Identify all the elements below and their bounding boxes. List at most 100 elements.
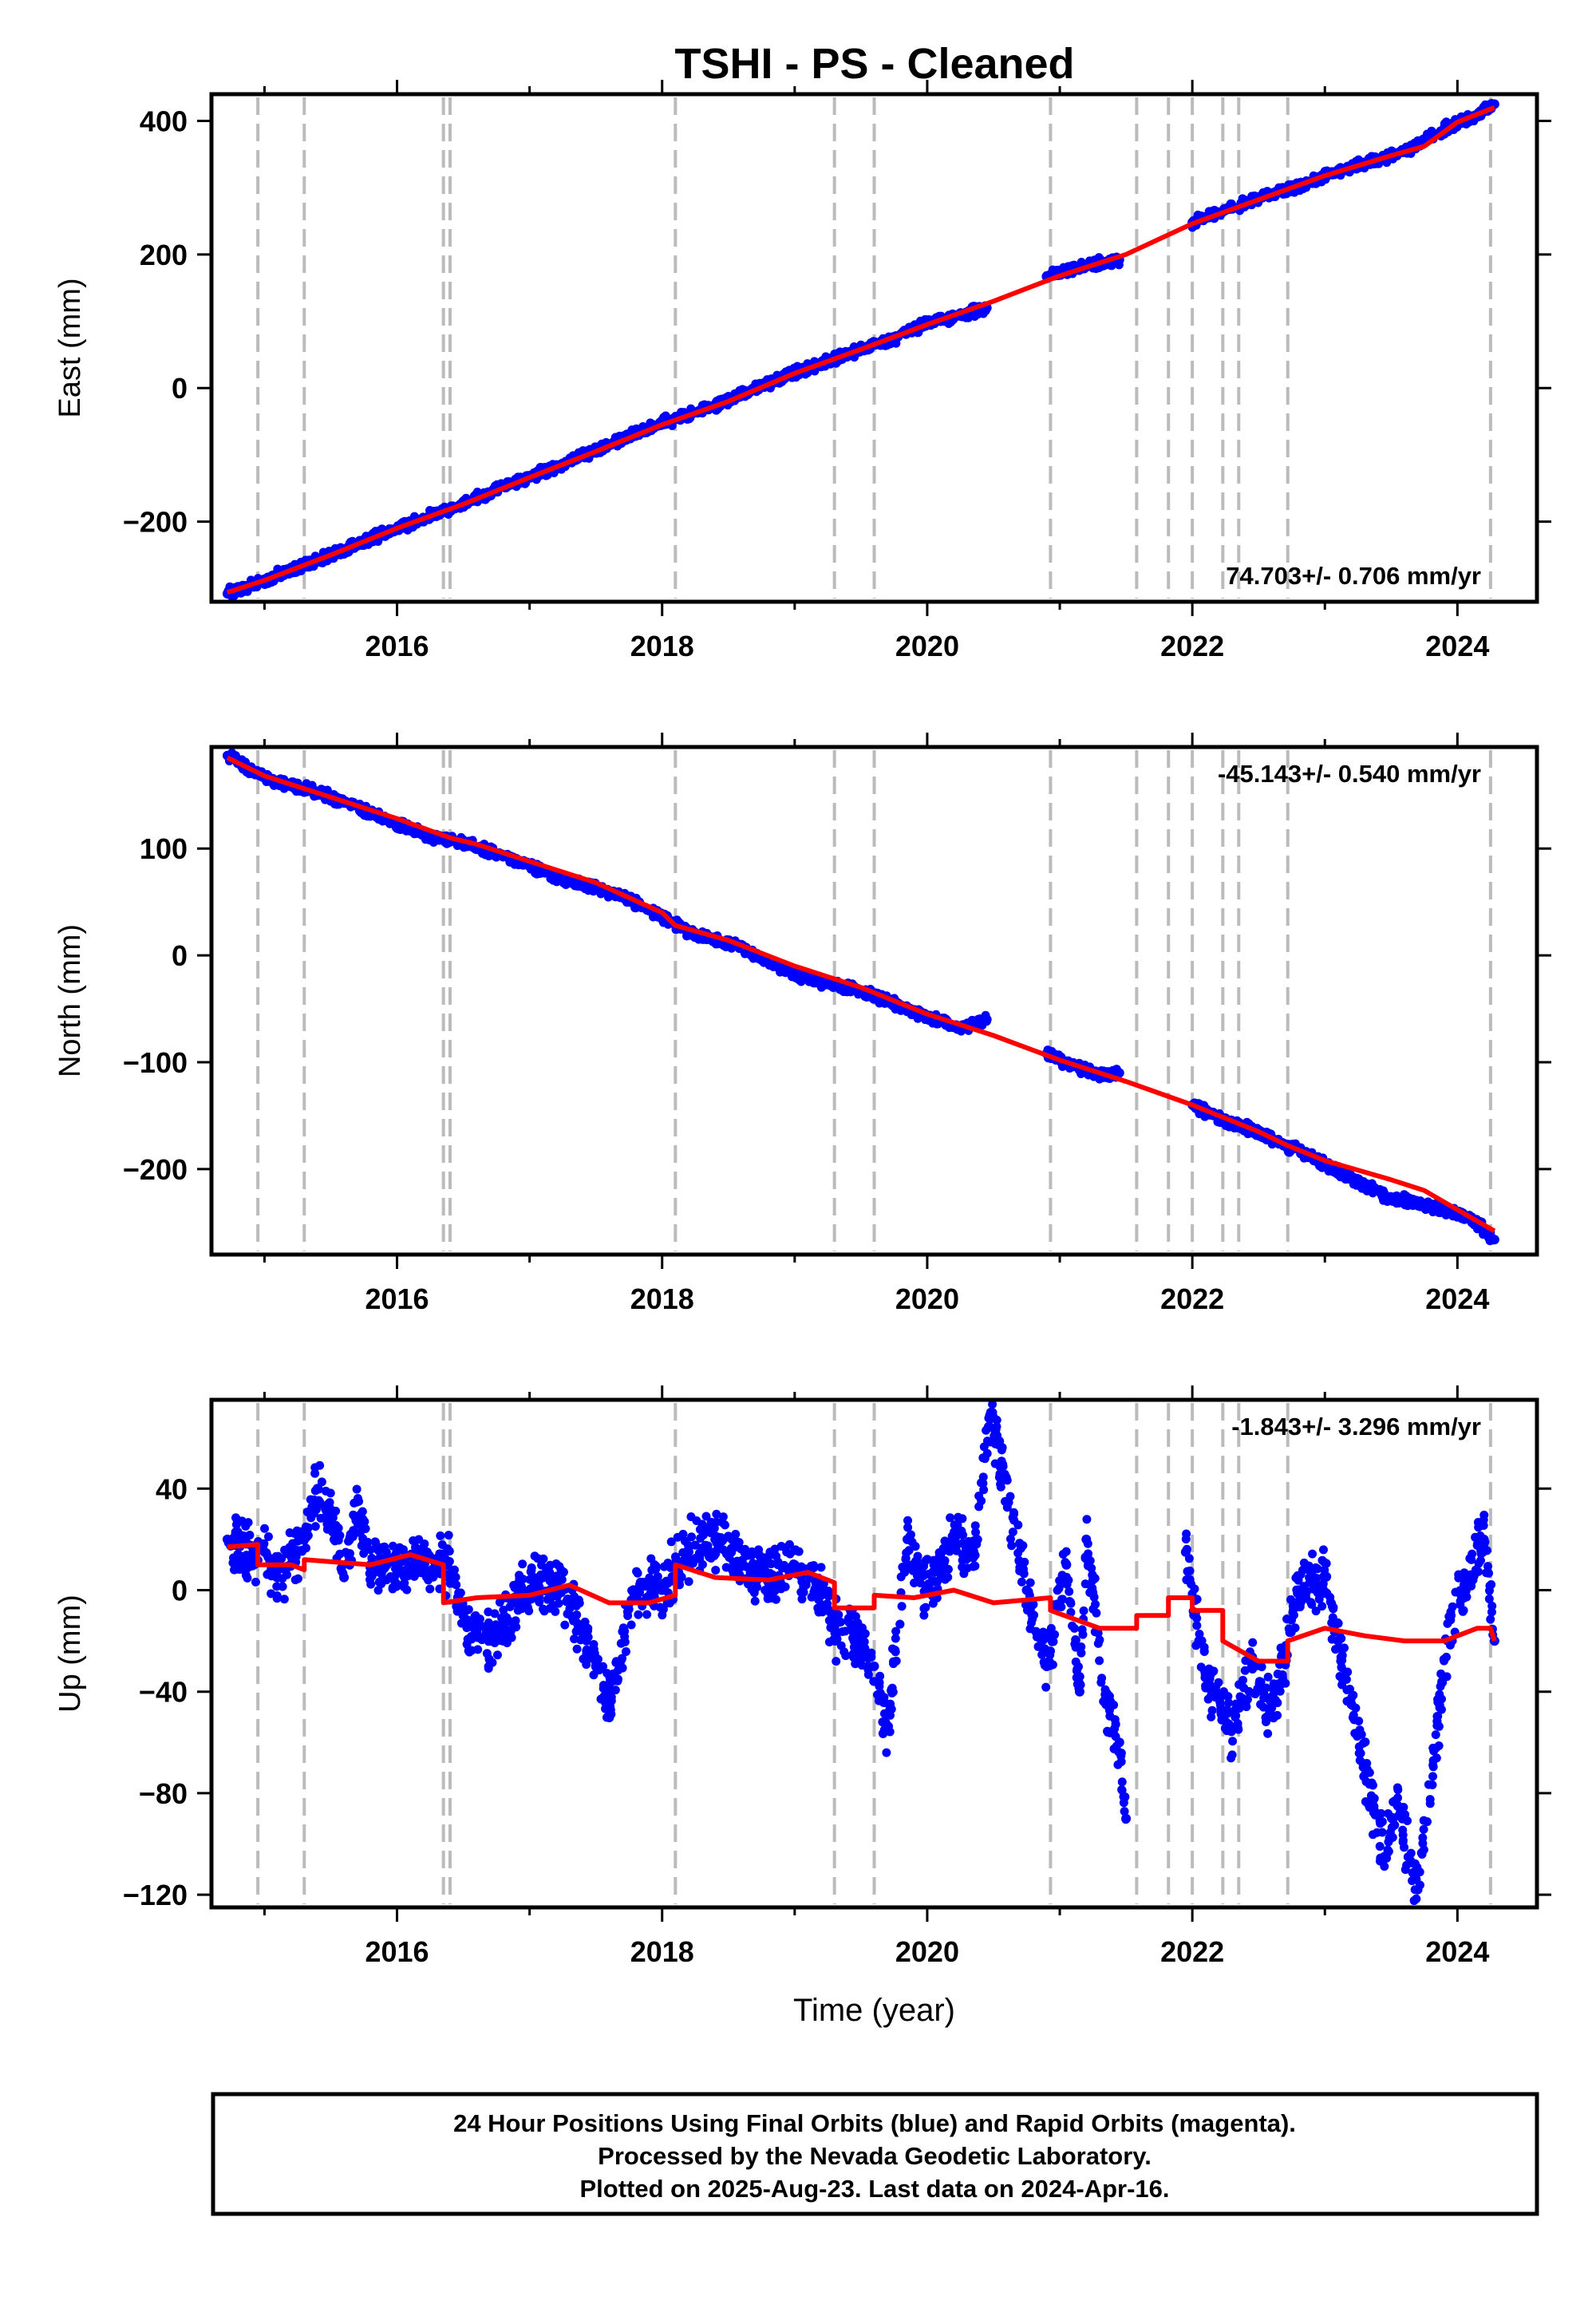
- x-tick-label: 2016: [365, 1282, 429, 1315]
- data-point: [626, 1620, 636, 1630]
- data-point: [402, 1585, 412, 1595]
- data-point: [267, 1589, 276, 1599]
- data-point: [776, 1584, 786, 1594]
- data-point: [539, 1607, 549, 1616]
- data-point: [512, 1622, 521, 1632]
- data-point: [285, 1528, 294, 1538]
- data-point: [502, 1613, 512, 1622]
- data-point: [236, 1559, 246, 1568]
- data-point: [378, 1566, 388, 1575]
- data-point: [634, 1610, 643, 1619]
- data-point: [789, 970, 800, 980]
- data-point: [731, 1529, 741, 1539]
- data-point: [472, 488, 482, 497]
- data-point: [452, 1602, 461, 1611]
- data-point: [808, 976, 817, 986]
- x-tick-label: 2020: [895, 630, 959, 662]
- data-point: [841, 1651, 851, 1661]
- data-point: [777, 965, 787, 974]
- data-point: [1114, 1068, 1124, 1078]
- data-point: [317, 1477, 326, 1487]
- y-tick-label: 400: [140, 105, 188, 137]
- data-point: [488, 1658, 497, 1667]
- data-point: [539, 1554, 548, 1563]
- velocity-label: 74.703+/- 0.706 mm/yr: [1226, 562, 1481, 590]
- data-point: [659, 1562, 669, 1571]
- data-point: [659, 1579, 669, 1588]
- x-tick-label: 2024: [1425, 1282, 1489, 1315]
- data-point: [263, 1570, 272, 1579]
- data-point: [703, 1541, 713, 1551]
- data-point: [430, 1563, 440, 1572]
- data-point: [684, 1540, 693, 1550]
- data-point: [690, 1540, 700, 1550]
- data-point: [551, 1559, 561, 1568]
- data-point: [673, 1532, 682, 1542]
- data-point: [750, 1596, 760, 1606]
- data-point: [686, 1559, 696, 1569]
- y-tick-label: −200: [123, 1153, 188, 1186]
- data-point: [616, 1638, 626, 1648]
- data-point: [582, 1660, 591, 1670]
- data-point: [1048, 265, 1057, 275]
- data-point: [836, 1641, 846, 1650]
- data-point: [377, 1543, 386, 1552]
- data-point: [964, 313, 974, 322]
- data-point: [322, 1520, 332, 1529]
- data-point: [621, 1647, 630, 1657]
- x-tick-label: 2022: [1160, 630, 1224, 662]
- data-point: [832, 982, 841, 992]
- data-point: [239, 1531, 248, 1540]
- data-point: [618, 1626, 627, 1636]
- data-point: [548, 1601, 558, 1611]
- data-point: [302, 1543, 311, 1553]
- data-point: [734, 1538, 744, 1547]
- data-point: [604, 1682, 614, 1691]
- data-point: [371, 527, 381, 536]
- data-point: [982, 1014, 992, 1025]
- data-point: [701, 1512, 711, 1521]
- data-point: [464, 1605, 473, 1614]
- data-point: [846, 987, 855, 997]
- data-point: [1406, 1196, 1416, 1207]
- data-point: [572, 1644, 582, 1654]
- data-point: [816, 1563, 826, 1572]
- data-point: [611, 1658, 621, 1667]
- data-point: [773, 1560, 783, 1570]
- data-point: [642, 1593, 651, 1603]
- data-point: [747, 1551, 757, 1560]
- data-point: [290, 1575, 300, 1585]
- y-tick-label: 200: [140, 239, 188, 271]
- data-point: [880, 998, 890, 1008]
- data-point: [1439, 1204, 1449, 1215]
- data-point: [352, 1484, 361, 1494]
- y-tick-label: −200: [123, 506, 188, 539]
- data-point: [572, 1610, 582, 1619]
- data-point: [359, 1523, 369, 1532]
- data-point: [448, 1568, 457, 1578]
- data-point: [279, 1595, 289, 1604]
- data-point: [316, 1500, 326, 1509]
- data-point: [472, 1633, 482, 1642]
- data-point: [349, 1510, 358, 1520]
- data-point: [245, 1531, 255, 1540]
- x-tick-label: 2022: [1160, 1282, 1224, 1315]
- y-tick-label: 0: [172, 372, 188, 405]
- data-point: [666, 1537, 676, 1547]
- data-point: [278, 1582, 287, 1591]
- data-point: [495, 1598, 504, 1607]
- y-axis-label: North (mm): [53, 924, 87, 1077]
- data-point: [243, 1573, 252, 1583]
- data-point: [468, 1623, 478, 1633]
- data-point: [366, 1579, 376, 1589]
- data-point: [490, 1609, 500, 1618]
- data-point: [448, 1579, 458, 1588]
- data-point: [444, 1547, 454, 1556]
- data-point: [610, 1686, 620, 1695]
- data-point: [632, 1567, 642, 1576]
- data-point: [552, 1575, 562, 1584]
- data-point: [444, 1531, 453, 1540]
